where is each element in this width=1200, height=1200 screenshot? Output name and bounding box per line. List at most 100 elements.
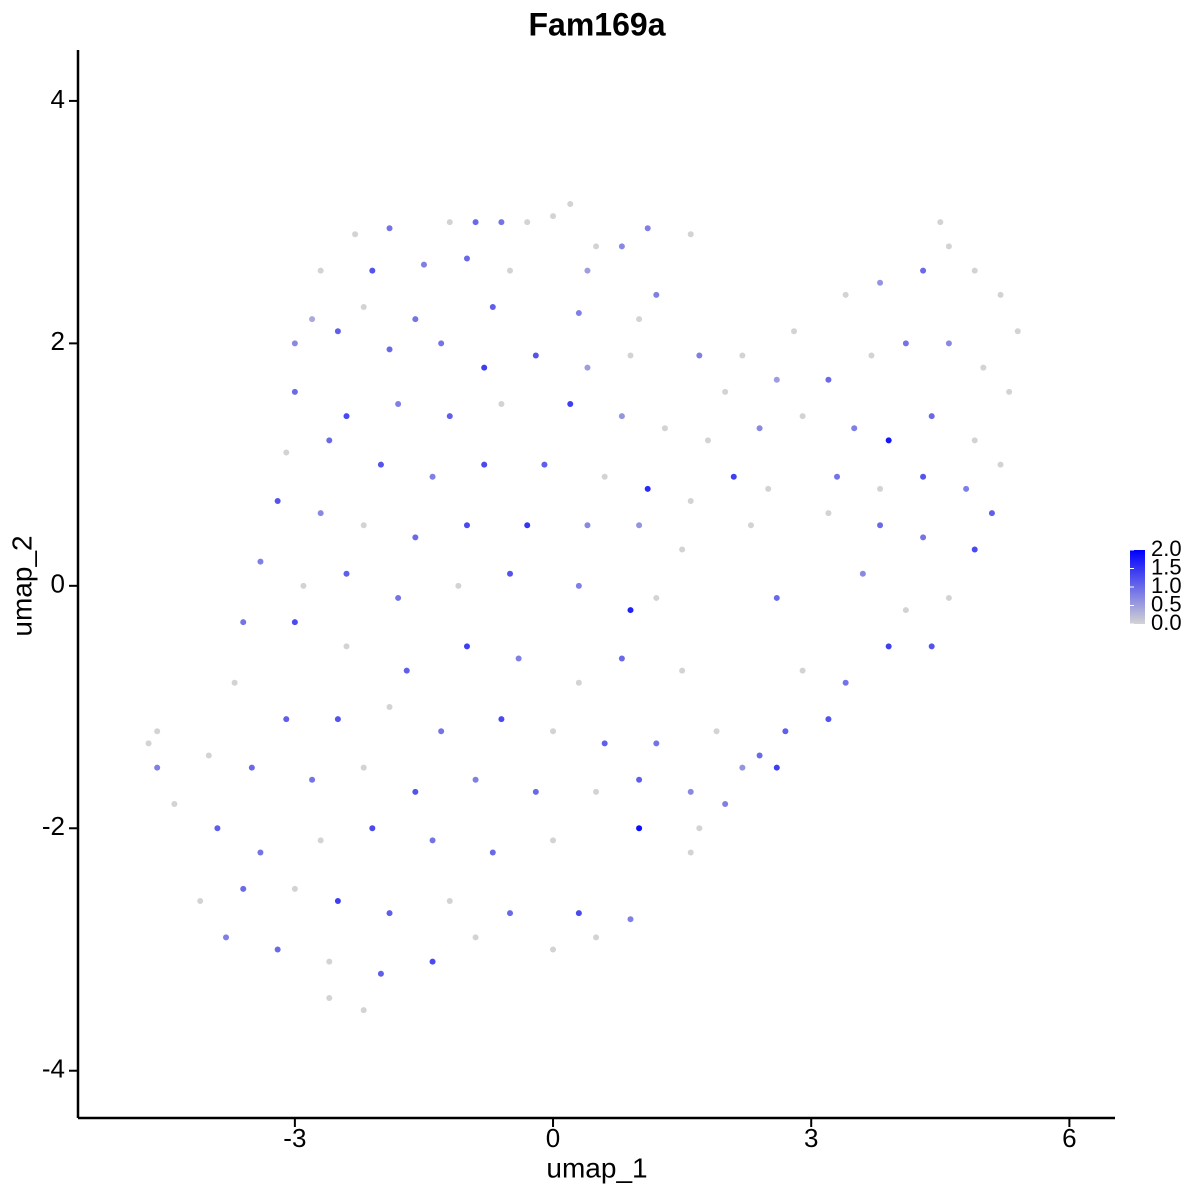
point [920,473,927,480]
point [988,510,995,517]
point [920,267,927,274]
point [274,497,281,504]
point [920,534,927,541]
point [550,728,557,735]
point [825,376,832,383]
point [524,219,531,226]
point [326,994,333,1001]
point [472,776,479,783]
point [541,461,548,468]
point [971,546,978,553]
point [317,510,324,517]
y-tick-label: -4 [42,1054,65,1084]
point [756,752,763,759]
point [481,461,488,468]
x-tick-label: 3 [804,1123,818,1153]
point [343,570,350,577]
point [498,400,505,407]
point [799,413,806,420]
point [885,643,892,650]
point [877,279,884,286]
point [584,522,591,529]
point [317,837,324,844]
point [463,643,470,650]
point [369,825,376,832]
point [463,255,470,262]
point [360,1007,367,1014]
point [498,219,505,226]
point [498,716,505,723]
point [902,340,909,347]
x-tick-label: -3 [283,1123,306,1153]
y-tick-label: -2 [42,811,65,841]
point [214,825,221,832]
point [722,801,729,808]
point [154,764,161,771]
point [636,825,643,832]
point [679,546,686,553]
point [679,667,686,674]
point [902,607,909,614]
point [291,340,298,347]
point [842,679,849,686]
point [300,582,307,589]
point [550,837,557,844]
point [291,388,298,395]
point [283,449,290,456]
point [980,364,987,371]
point [326,958,333,965]
point [773,594,780,601]
point [386,910,393,917]
point [618,413,625,420]
point [997,461,1004,468]
colorbar-tick-label: 1.0 [1151,573,1182,598]
point [636,776,643,783]
point [489,849,496,856]
point [584,364,591,371]
point [696,825,703,832]
point [455,582,462,589]
point [145,740,152,747]
point [326,437,333,444]
point [507,570,514,577]
point [997,291,1004,298]
point [859,570,866,577]
point [377,461,384,468]
point [532,788,539,795]
point [309,776,316,783]
point [463,522,470,529]
point [360,303,367,310]
chart-title: Fam169a [529,6,666,42]
point [446,413,453,420]
point [713,728,720,735]
point [472,219,479,226]
point [438,340,445,347]
point [687,231,694,238]
colorbar-tick-label: 0.0 [1151,610,1182,635]
point [773,376,780,383]
point [747,522,754,529]
point [429,958,436,965]
point [412,788,419,795]
point [945,594,952,601]
point [248,764,255,771]
point [636,522,643,529]
point [653,291,660,298]
point [1014,328,1021,335]
point [696,352,703,359]
point [343,413,350,420]
point [627,607,634,614]
point [877,522,884,529]
point [601,473,608,480]
point [223,934,230,941]
point [507,267,514,274]
point [627,352,634,359]
x-axis-label: umap_1 [546,1152,647,1183]
y-tick-label: 4 [51,84,65,114]
point [515,655,522,662]
point [446,898,453,905]
point [687,788,694,795]
point [567,400,574,407]
point [739,352,746,359]
point [197,898,204,905]
